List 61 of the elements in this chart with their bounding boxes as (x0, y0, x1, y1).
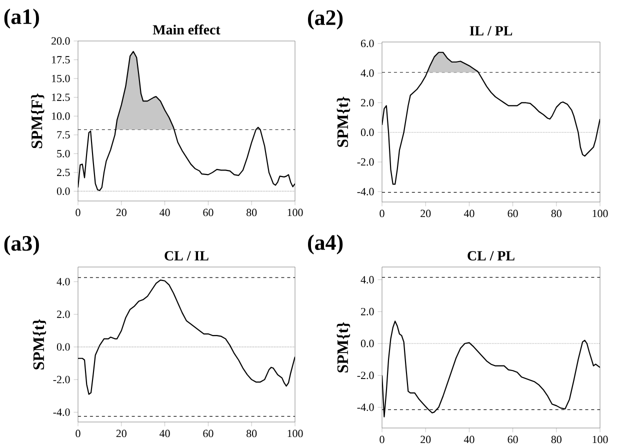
y-axis-title: SPM{t} (336, 96, 350, 147)
x-tick-label: 80 (551, 436, 562, 443)
chart-title: CL / PL (468, 250, 514, 260)
x-tick-label: 20 (116, 430, 126, 437)
y-tick-label: 2.0 (361, 308, 374, 316)
x-tick-label: 60 (203, 430, 214, 437)
y-tick-label: -2.0 (53, 376, 70, 384)
x-tick-label: 60 (203, 208, 214, 216)
x-tick-label: 0 (76, 430, 80, 437)
x-tick-label: 80 (551, 210, 562, 217)
y-tick-label: -2.0 (357, 371, 374, 379)
text: (a1) (4, 8, 39, 28)
y-axis-title: SPM{t} (336, 322, 350, 372)
y-tick-label: 2.5 (57, 168, 70, 176)
x-tick-label: 80 (246, 430, 257, 437)
y-tick-label: -2.0 (357, 158, 374, 166)
y-tick-label: 4.0 (56, 278, 70, 286)
x-tick-label: 20 (420, 436, 431, 443)
x-tick-label: 100 (592, 436, 608, 443)
y-tick-label: 2.0 (361, 98, 374, 106)
x-tick-label: 80 (246, 208, 257, 216)
y-tick-label: 10.0 (52, 112, 70, 120)
y-tick-label: -4.0 (53, 408, 70, 416)
y-tick-label: 17.5 (52, 56, 70, 64)
x-tick-label: 20 (116, 208, 126, 216)
x-tick-label: 60 (508, 436, 518, 443)
text: (a4) (308, 234, 343, 254)
y-tick-label: 0.0 (360, 340, 374, 347)
y-tick-label: 6.0 (361, 40, 374, 47)
x-tick-label: 40 (160, 208, 170, 216)
x-tick-label: 0 (380, 210, 384, 217)
x-tick-label: 0 (76, 208, 80, 216)
x-tick-label: 40 (464, 436, 474, 443)
x-tick-label: 60 (508, 210, 518, 217)
y-tick-label: 4.0 (360, 69, 374, 77)
x-tick-label: 100 (288, 430, 303, 437)
y-tick-label: -4.0 (357, 403, 374, 411)
y-axis-title: SPM{t} (32, 319, 46, 370)
y-tick-label: 12.5 (52, 93, 70, 101)
chart-title: Main effect (152, 24, 220, 34)
y-tick-label: 15.0 (52, 74, 70, 82)
x-tick-label: 100 (592, 210, 608, 217)
x-tick-label: 40 (160, 430, 170, 437)
y-tick-label: -4.0 (357, 188, 374, 196)
chart-title: IL / PL (470, 26, 512, 36)
y-tick-label: 5.0 (57, 150, 70, 158)
y-tick-label: 0.0 (360, 128, 374, 136)
x-tick-label: 100 (288, 208, 303, 216)
chart-title: CL / IL (164, 250, 208, 260)
y-tick-label: 20.0 (52, 37, 70, 44)
text: (a2) (308, 9, 343, 30)
y-tick-label: 7.5 (57, 130, 70, 138)
x-tick-label: 20 (420, 210, 431, 217)
y-tick-label: 0.0 (56, 343, 70, 350)
y-tick-label: 0.0 (56, 187, 70, 195)
y-axis-title: SPM{F} (31, 93, 44, 148)
y-tick-label: 4.0 (360, 276, 374, 284)
y-tick-label: 2.0 (57, 310, 70, 318)
x-tick-label: 40 (464, 210, 474, 217)
text: (a3) (4, 235, 39, 256)
x-tick-label: 0 (380, 436, 384, 443)
